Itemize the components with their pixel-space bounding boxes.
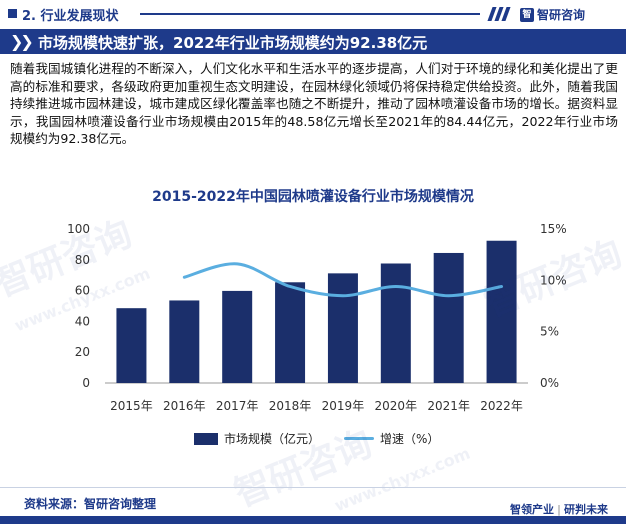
slogan-left: 智领产业 — [510, 503, 554, 516]
y-left-tick-label: 100 — [67, 222, 90, 236]
headline-banner: ❯❯ 市场规模快速扩张，2022年行业市场规模约为92.38亿元 — [0, 29, 626, 54]
x-tick-label: 2021年 — [427, 399, 470, 413]
footer-divider — [0, 487, 626, 488]
bar-market-size — [169, 300, 200, 383]
chart-title: 2015-2022年中国园林喷灌设备行业市场规模情况 — [152, 189, 474, 205]
y-left-tick-label: 80 — [75, 253, 90, 267]
slogan-right: 研判未来 — [564, 503, 609, 516]
y-right-tick-label: 10% — [540, 273, 567, 287]
header-divider — [140, 13, 480, 15]
headline-text: 市场规模快速扩张，2022年行业市场规模约为92.38亿元 — [38, 34, 428, 52]
bar-market-size — [380, 263, 411, 383]
bottom-bar — [0, 516, 626, 524]
section-title: 2. 行业发展现状 — [22, 9, 119, 24]
y-left-tick-label: 40 — [75, 314, 90, 328]
section-header: 2. 行业发展现状 智 智研咨询 — [0, 0, 626, 27]
y-left-tick-label: 0 — [82, 376, 90, 390]
x-tick-label: 2015年 — [110, 399, 153, 413]
legend-label-growth: 增速（%） — [380, 432, 440, 446]
x-tick-label: 2022年 — [480, 399, 523, 413]
bar-market-size — [275, 282, 306, 383]
brand: 智 智研咨询 — [520, 6, 585, 23]
body-paragraph: 随着我国城镇化进程的不断深入，人们文化水平和生活水平的逐步提高，人们对于环境的绿… — [10, 61, 618, 146]
bar-market-size — [116, 308, 147, 383]
y-left-tick-label: 20 — [75, 345, 90, 359]
x-tick-label: 2020年 — [375, 399, 418, 413]
source-note: 资料来源：智研咨询整理 — [24, 497, 157, 511]
x-tick-label: 2018年 — [269, 399, 312, 413]
legend-item-market-size: 市场规模（亿元） — [194, 430, 320, 447]
brand-logo-icon: 智 — [520, 7, 534, 22]
bar-market-size — [433, 252, 464, 383]
y-left-tick-label: 60 — [75, 284, 90, 298]
bar-market-size — [222, 290, 253, 383]
legend-line-swatch — [344, 437, 374, 440]
chevron-right-icon: ❯❯ — [10, 32, 34, 51]
chart-legend: 市场规模（亿元） 增速（%） — [0, 430, 626, 448]
y-right-tick-label: 15% — [540, 222, 567, 236]
y-right-tick-label: 5% — [540, 325, 559, 339]
bar-market-size — [327, 273, 358, 383]
brand-name: 智研咨询 — [537, 8, 586, 22]
x-tick-label: 2016年 — [163, 399, 206, 413]
bar-market-size — [486, 240, 517, 383]
slogan: 智领产业 | 研判未来 — [510, 501, 608, 517]
y-right-tick-label: 0% — [540, 376, 559, 390]
legend-bar-swatch — [194, 432, 218, 445]
section-marker — [8, 9, 17, 18]
legend-item-growth: 增速（%） — [344, 430, 439, 447]
slogan-separator: | — [557, 502, 562, 516]
x-tick-label: 2019年 — [322, 399, 365, 413]
legend-label-market-size: 市场规模（亿元） — [224, 432, 321, 446]
x-tick-label: 2017年 — [216, 399, 259, 413]
